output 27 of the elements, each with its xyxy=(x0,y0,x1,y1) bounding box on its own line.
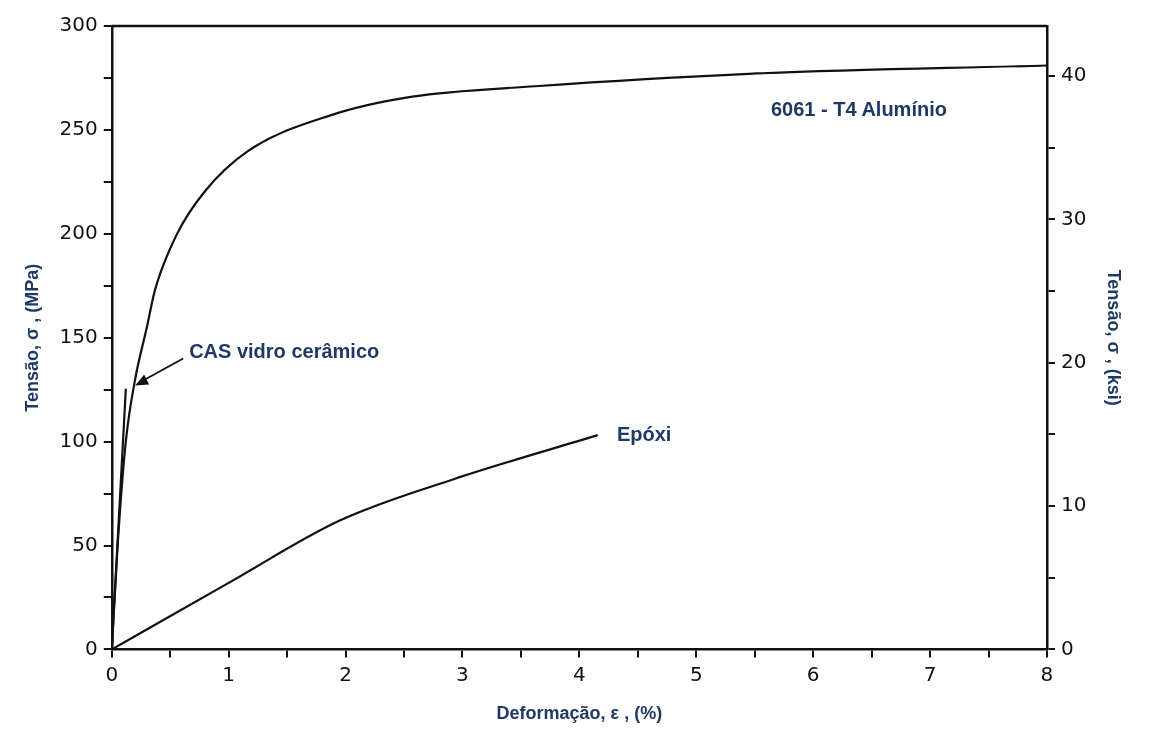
y2-tick-label: 0 xyxy=(1060,635,1074,660)
x-tick-label: 8 xyxy=(1040,661,1054,686)
y-tick-label: 150 xyxy=(59,323,98,348)
x-tick-label: 6 xyxy=(806,661,820,686)
x-tick-label: 7 xyxy=(923,661,937,686)
y-tick-label: 300 xyxy=(59,12,98,37)
y2-tick-label: 10 xyxy=(1060,492,1087,517)
y-tick-label: 50 xyxy=(72,531,98,556)
series-label: 6061 - T4 Alumínio xyxy=(770,98,947,120)
y-axis-title: Tensão, σ , (MPa) xyxy=(21,263,42,412)
x-tick-label: 2 xyxy=(339,661,352,686)
series-label: Epóxi xyxy=(616,422,672,445)
x-tick-label: 5 xyxy=(689,661,703,686)
y2-tick-label: 30 xyxy=(1060,205,1087,230)
y-tick-label: 200 xyxy=(59,220,98,244)
x-tick-label: 4 xyxy=(573,661,586,686)
x-tick-label: 1 xyxy=(222,661,236,686)
y-tick-label: 0 xyxy=(85,635,98,660)
x-tick-label: 3 xyxy=(456,661,469,686)
y-tick-label: 250 xyxy=(59,116,98,141)
y2-tick-label: 40 xyxy=(1060,62,1087,87)
y2-axis-title: Tensão, σ , (ksi) xyxy=(1104,269,1125,406)
y2-tick-label: 20 xyxy=(1060,348,1087,373)
x-tick-label: 0 xyxy=(105,661,119,686)
x-axis-title: Deformação, ε , (%) xyxy=(496,703,663,724)
annotation: CAS vidro cerâmico xyxy=(189,340,380,363)
y-tick-label: 100 xyxy=(59,427,98,452)
